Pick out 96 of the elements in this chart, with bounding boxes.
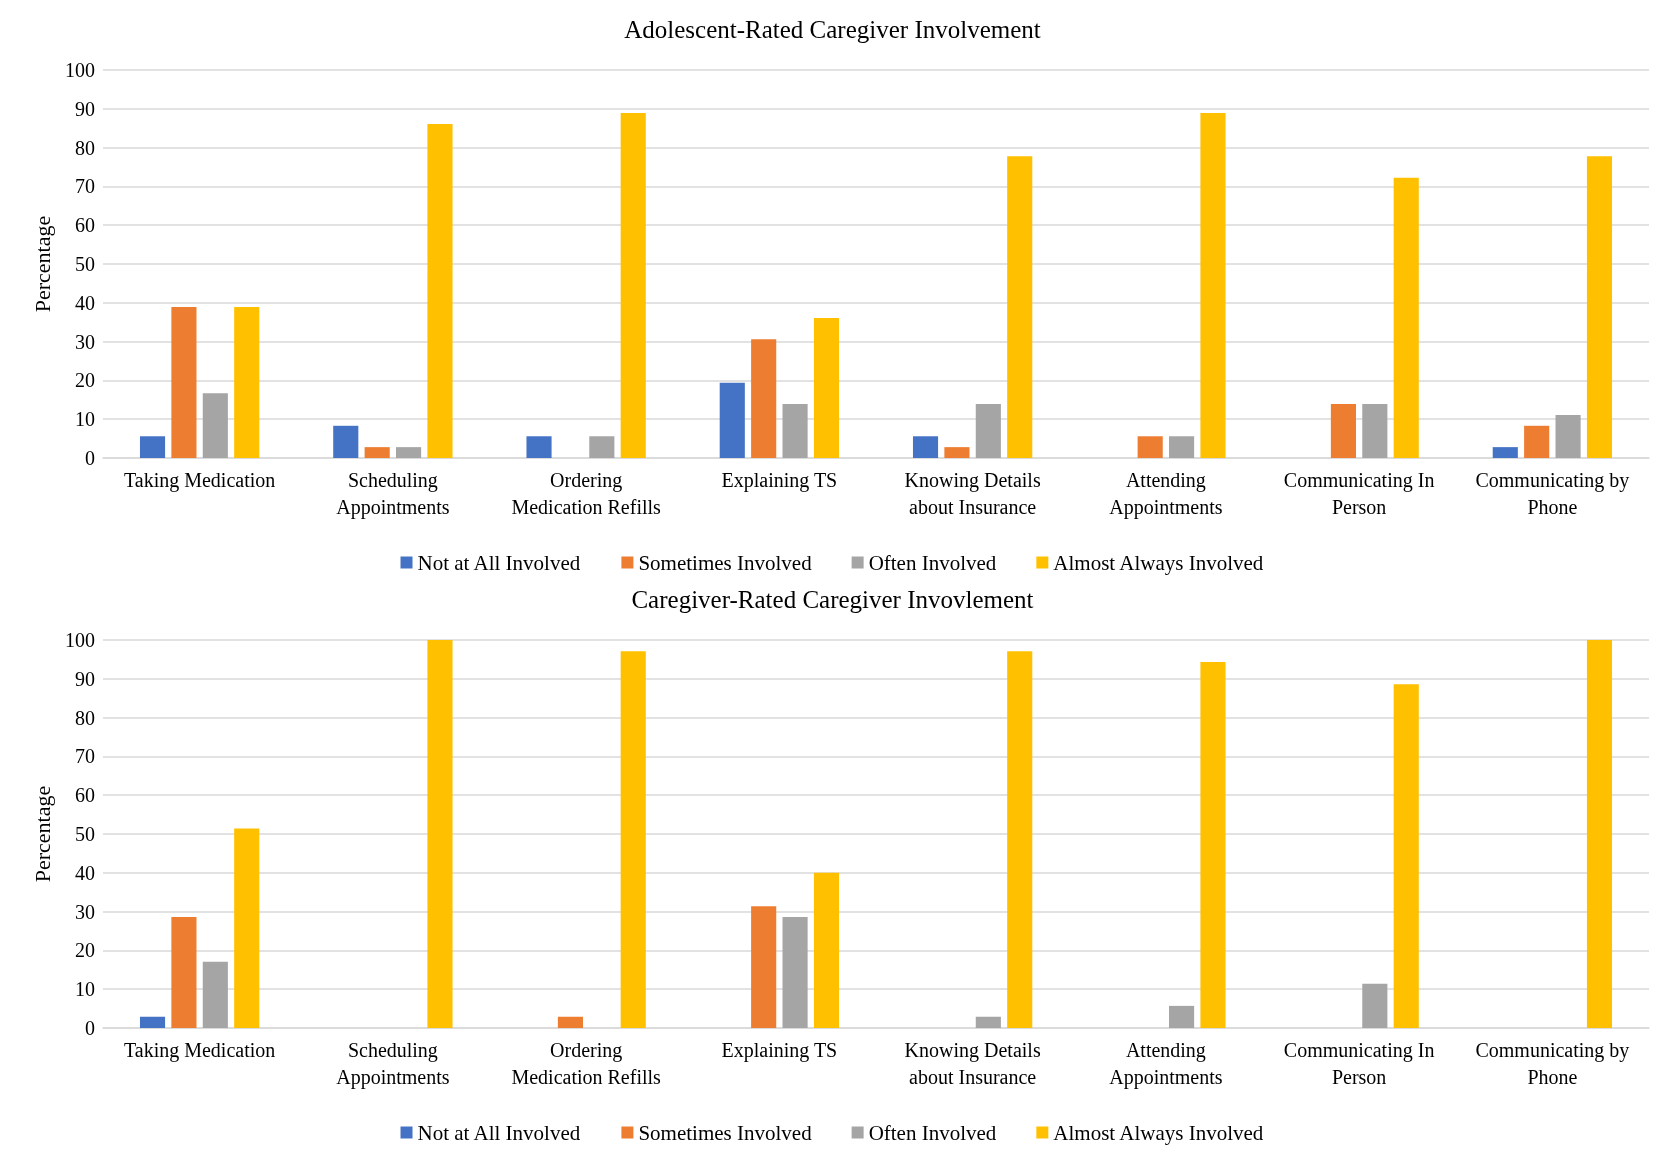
legend-label: Sometimes Involved — [638, 550, 813, 575]
legend-label: Not at All Involved — [417, 1120, 581, 1145]
bar — [202, 393, 228, 458]
y-tick-label: 50 — [75, 253, 95, 275]
y-axis-title: Percentage — [29, 215, 55, 313]
legend-label: Often Involved — [868, 1120, 997, 1145]
bar — [1393, 684, 1419, 1028]
bar — [234, 828, 260, 1028]
bar — [1586, 640, 1613, 1028]
bar — [234, 307, 260, 458]
bar — [751, 339, 777, 458]
bar — [1007, 156, 1033, 458]
y-tick-label: 20 — [75, 939, 95, 962]
legend-label: Almost Always Involved — [1053, 550, 1264, 575]
bar — [1555, 414, 1581, 458]
legend-label: Almost Always Involved — [1053, 1120, 1264, 1145]
x-tick-label: Communicating by Phone — [1475, 468, 1630, 518]
y-tick-label: 70 — [75, 175, 95, 198]
y-tick-label: 10 — [75, 978, 95, 1001]
bar — [1393, 177, 1419, 458]
x-tick-label: Ordering Medication Refills — [511, 468, 662, 518]
x-tick-label: Explaining TS — [721, 468, 838, 492]
chart-title: Caregiver-Rated Caregiver Invovlement — [631, 586, 1034, 613]
bar — [1362, 404, 1388, 458]
y-tick-label: 90 — [75, 97, 95, 120]
bar — [620, 651, 646, 1028]
bar — [1330, 404, 1356, 458]
bar — [719, 382, 745, 458]
bar — [751, 906, 777, 1028]
y-tick-label: 40 — [75, 291, 95, 314]
bar — [813, 317, 840, 458]
y-tick-label: 60 — [75, 214, 95, 237]
bar — [364, 447, 390, 458]
bar — [333, 425, 359, 458]
x-tick-label: Ordering Medication Refills — [511, 1038, 662, 1088]
bar — [427, 123, 453, 458]
bar — [1169, 1005, 1195, 1028]
bar — [139, 1016, 166, 1028]
bar — [1586, 156, 1613, 458]
bar — [620, 113, 646, 458]
y-tick-label: 0 — [85, 447, 95, 469]
bar — [1362, 983, 1388, 1028]
x-tick-label: Scheduling Appointments — [336, 1038, 450, 1089]
y-tick-label: 20 — [75, 369, 95, 392]
bar — [202, 961, 228, 1028]
bar — [589, 436, 615, 458]
bar — [171, 917, 197, 1028]
y-tick-label: 30 — [75, 900, 95, 923]
bar — [782, 917, 808, 1028]
bar — [1200, 662, 1226, 1028]
y-tick-label: 80 — [75, 136, 95, 159]
x-tick-label: Communicating by Phone — [1475, 1038, 1630, 1088]
bar — [396, 447, 422, 458]
y-tick-label: 10 — [75, 408, 95, 431]
x-tick-label: Communicating In Person — [1283, 1038, 1435, 1088]
bar — [975, 404, 1001, 458]
x-tick-label: Knowing Details about Insurance — [904, 468, 1041, 518]
x-tick-label: Taking Medication — [123, 1038, 276, 1062]
bar — [975, 1016, 1001, 1028]
bar — [782, 404, 808, 458]
y-tick-label: 0 — [85, 1017, 95, 1039]
bar — [1007, 651, 1033, 1028]
bar — [912, 436, 939, 458]
x-tick-label: Attending Appointments — [1109, 468, 1223, 519]
x-tick-label: Knowing Details about Insurance — [904, 1038, 1041, 1088]
bar — [526, 436, 552, 458]
y-tick-label: 70 — [75, 745, 95, 768]
bar — [944, 447, 970, 458]
bar — [427, 640, 453, 1028]
x-tick-label: Taking Medication — [123, 468, 276, 492]
bar — [1524, 425, 1550, 458]
bar — [1137, 436, 1163, 458]
chart-title: Adolescent-Rated Caregiver Involvement — [624, 16, 1041, 43]
y-axis-title: Percentage — [29, 785, 55, 883]
legend-label: Sometimes Involved — [638, 1120, 813, 1145]
x-tick-label: Communicating In Person — [1283, 468, 1435, 518]
y-tick-label: 100 — [65, 59, 95, 81]
x-tick-label: Attending Appointments — [1109, 1038, 1223, 1089]
bar — [1169, 436, 1195, 458]
legend-label: Not at All Involved — [417, 550, 581, 575]
y-tick-label: 60 — [75, 784, 95, 807]
bar — [813, 872, 840, 1028]
bar — [139, 436, 166, 458]
y-tick-label: 40 — [75, 861, 95, 884]
y-tick-label: 80 — [75, 706, 95, 729]
x-tick-label: Scheduling Appointments — [336, 468, 450, 519]
x-tick-label: Explaining TS — [721, 1038, 838, 1062]
y-tick-label: 30 — [75, 330, 95, 353]
y-tick-label: 100 — [65, 629, 95, 651]
bar — [1492, 447, 1518, 458]
bar — [1200, 113, 1226, 458]
y-tick-label: 90 — [75, 667, 95, 690]
bar — [557, 1016, 583, 1028]
bar — [171, 307, 197, 458]
legend-label: Often Involved — [868, 550, 997, 575]
y-tick-label: 50 — [75, 823, 95, 845]
